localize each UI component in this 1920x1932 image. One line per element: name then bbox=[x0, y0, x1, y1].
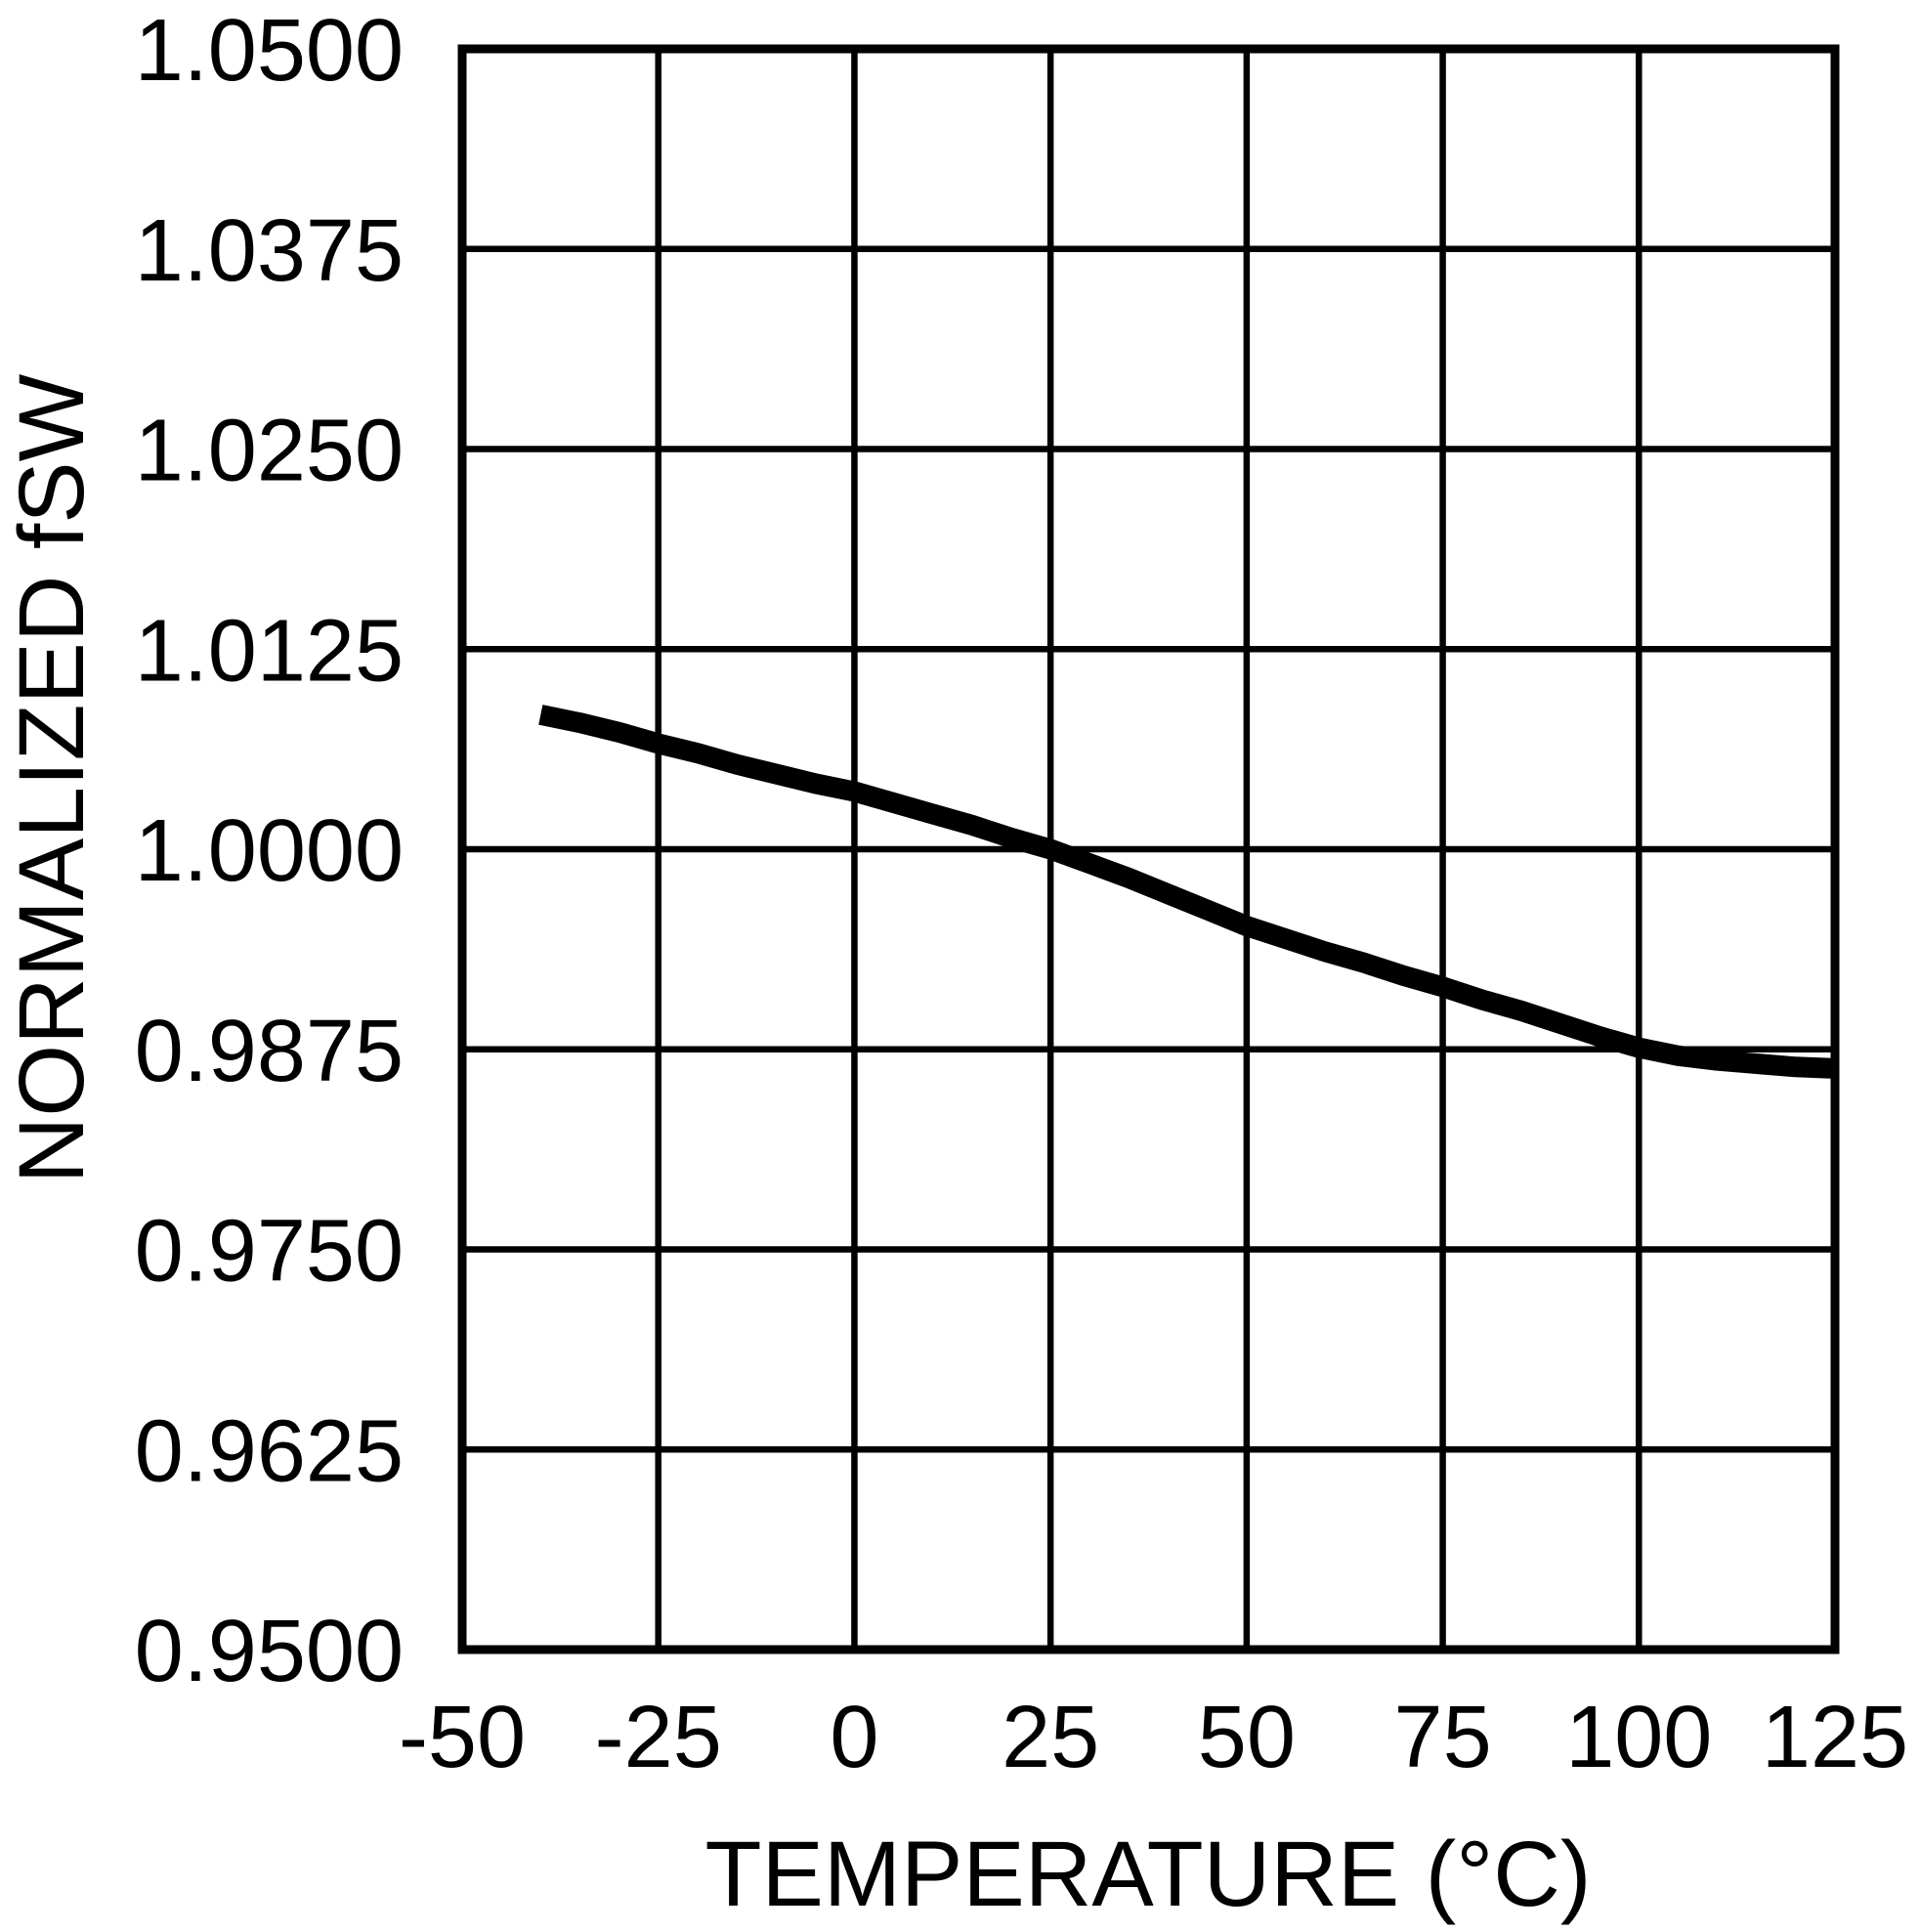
x-tick-label: 25 bbox=[1002, 1689, 1099, 1786]
x-tick-label: 125 bbox=[1762, 1689, 1908, 1786]
x-tick-label: 50 bbox=[1198, 1689, 1296, 1786]
y-tick-label: 0.9500 bbox=[135, 1603, 404, 1700]
y-tick-label: 1.0125 bbox=[135, 602, 404, 700]
grid-lines bbox=[458, 45, 1839, 1653]
x-tick-label: 75 bbox=[1394, 1689, 1492, 1786]
normalized-fsw-curve bbox=[538, 705, 1836, 1079]
y-axis-title: NORMALIZED fSW bbox=[0, 373, 104, 1183]
y-tick-label: 0.9750 bbox=[135, 1203, 404, 1301]
x-tick-label: -25 bbox=[595, 1689, 722, 1786]
x-tick-label: -50 bbox=[399, 1689, 526, 1786]
x-axis-title: TEMPERATURE (°C) bbox=[704, 1823, 1591, 1926]
y-tick-label: 0.9875 bbox=[135, 1003, 404, 1100]
y-tick-label: 1.0000 bbox=[135, 802, 404, 900]
grid-lines-path bbox=[458, 45, 1839, 1653]
y-tick-label: 0.9625 bbox=[135, 1402, 404, 1500]
plot-border bbox=[457, 44, 1840, 1654]
y-axis-tick-labels: 1.0500 1.0375 1.0250 1.0125 1.0000 0.9875 0.97… bbox=[135, 2, 404, 1700]
y-tick-label: 1.0375 bbox=[135, 202, 404, 300]
x-tick-label: 100 bbox=[1565, 1689, 1712, 1786]
x-axis-tick-labels: -50 -25 0 25 50 75 100 125 bbox=[399, 1689, 1908, 1786]
y-tick-label: 1.0250 bbox=[135, 403, 404, 500]
x-tick-label: 0 bbox=[830, 1689, 878, 1786]
y-tick-label: 1.0500 bbox=[135, 2, 404, 100]
